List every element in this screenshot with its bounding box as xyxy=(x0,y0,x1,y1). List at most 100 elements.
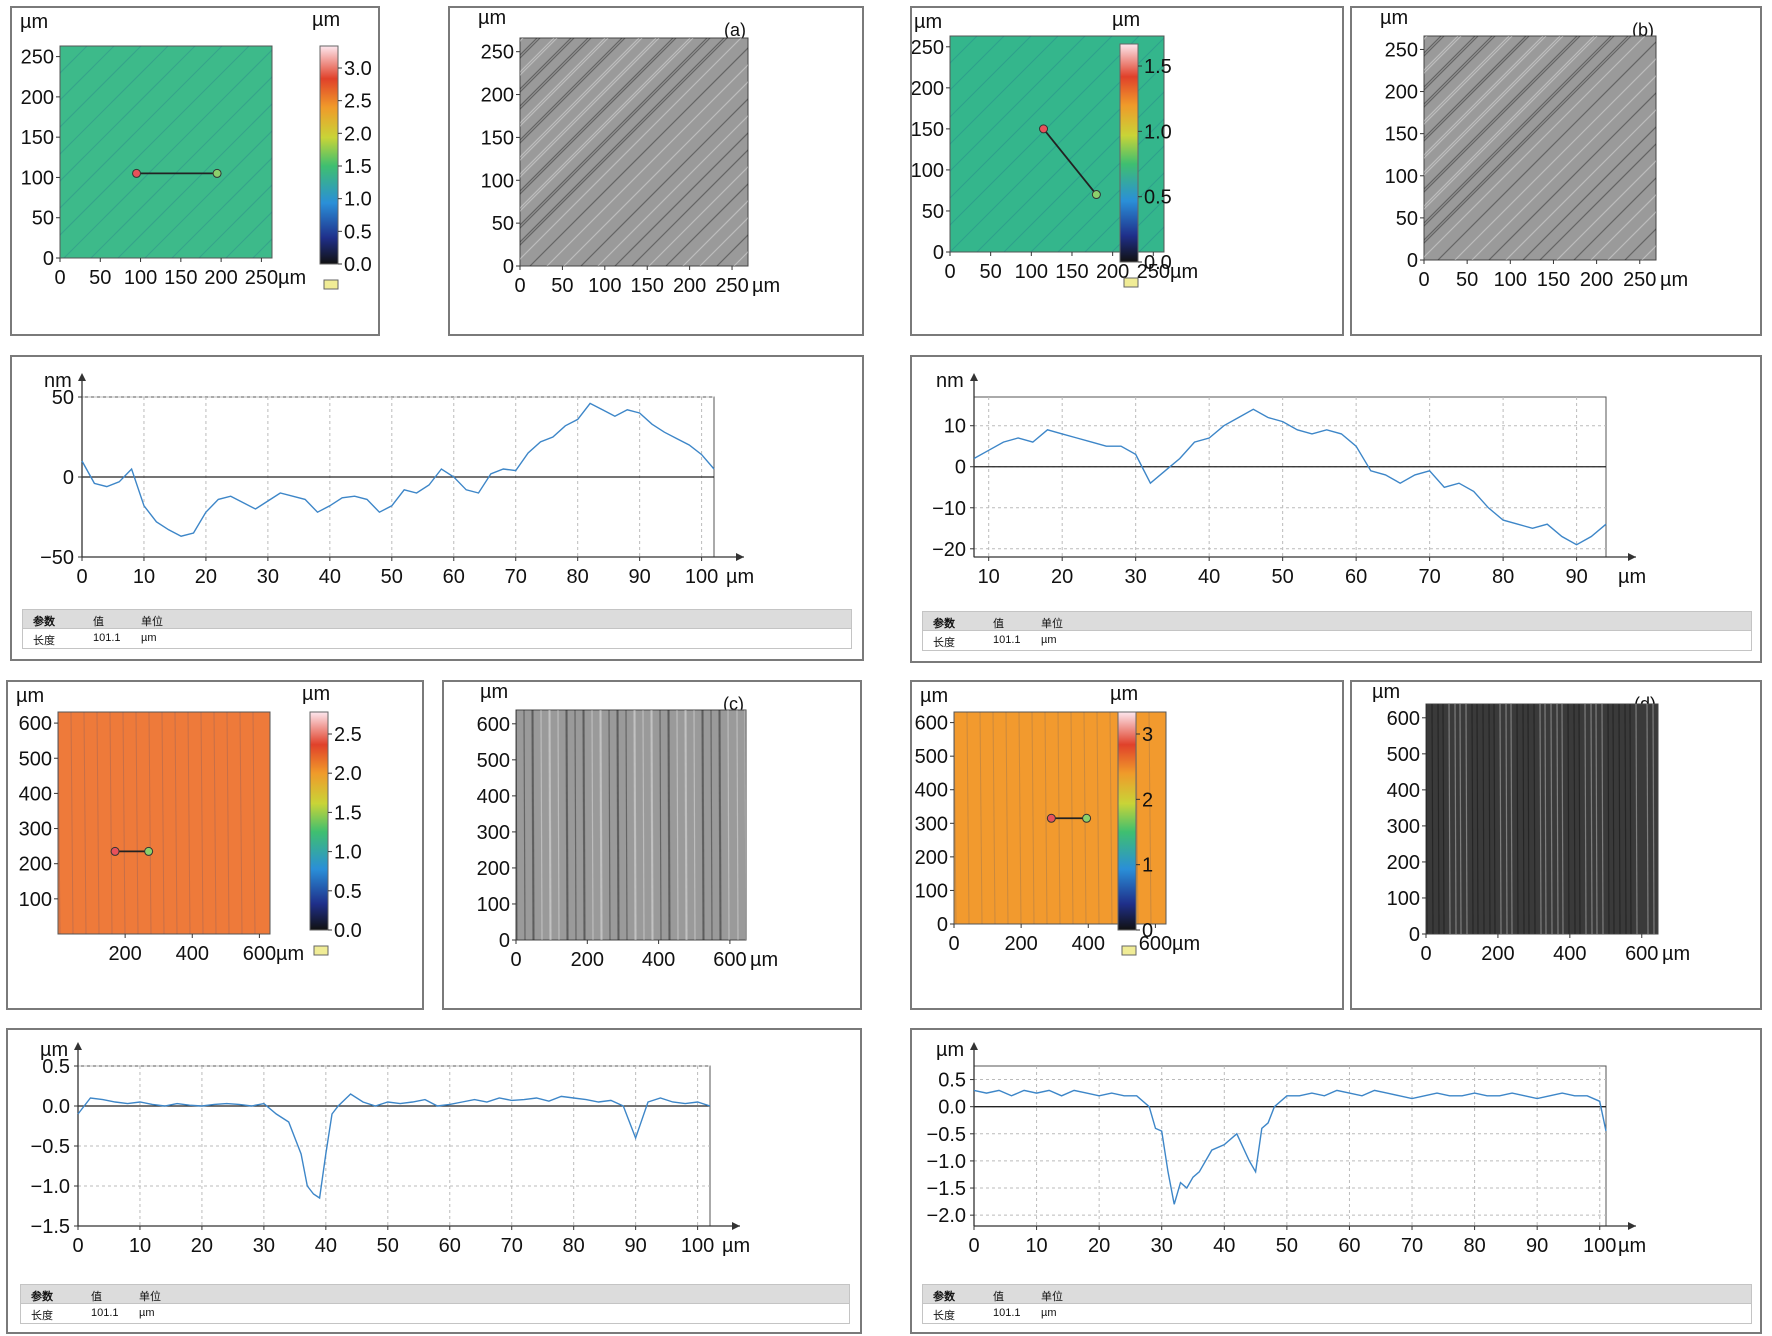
surface-texture-line xyxy=(736,710,739,940)
x-tick-label: 0 xyxy=(76,566,87,588)
x-tick-label: 70 xyxy=(505,566,527,588)
surface-texture-line xyxy=(693,710,696,940)
x-tick-label: 10 xyxy=(978,566,1000,588)
x-tick-label: 50 xyxy=(1272,566,1294,588)
surface-texture-line xyxy=(520,38,677,195)
surface-texture-line xyxy=(1556,704,1559,934)
x-unit-label: µm xyxy=(1660,269,1688,291)
surface-texture-line xyxy=(682,200,748,266)
profile-series-line xyxy=(77,1093,711,1200)
x-tick-label: 600 xyxy=(1625,943,1658,965)
x-tick-label: 70 xyxy=(501,1235,523,1257)
y-unit-label: µm xyxy=(914,11,942,33)
surface-texture-line xyxy=(591,710,594,940)
y-tick-label: 0 xyxy=(955,457,966,479)
profile-end-marker xyxy=(212,168,222,178)
colorbar-tick-label: 0.5 xyxy=(344,221,372,243)
plot-area xyxy=(77,1065,711,1227)
y-tick-label: 0.5 xyxy=(42,1056,70,1078)
x-tick-label: 150 xyxy=(164,267,197,289)
surface-texture-line xyxy=(1471,75,1656,260)
colorbar xyxy=(319,45,339,265)
y-tick-label: 0.5 xyxy=(938,1070,966,1092)
table-row: 长度 101.1 µm xyxy=(22,629,852,649)
surface-scratch xyxy=(90,76,272,258)
surface-texture-line xyxy=(633,710,636,940)
surface-texture-line xyxy=(1544,704,1547,934)
surface-scratch xyxy=(60,46,250,236)
x-tick-label: 50 xyxy=(377,1235,399,1257)
x-tick-label: 0 xyxy=(510,949,521,971)
y-tick-label: 500 xyxy=(1387,744,1420,766)
y-tick-label: 500 xyxy=(19,748,52,770)
y-tick-label: −1.5 xyxy=(31,1216,70,1238)
profile-line xyxy=(1042,128,1098,196)
surface-scratch xyxy=(1148,712,1152,924)
y-unit-label: µm xyxy=(480,682,508,703)
surface-texture-line xyxy=(1612,704,1615,934)
surface-scratch xyxy=(58,712,61,934)
y-tick-label: 300 xyxy=(915,813,948,835)
y-axis-arrow-icon xyxy=(78,373,86,381)
x-unit-label: µm xyxy=(1170,261,1198,283)
plot-area xyxy=(973,1065,1607,1227)
col-param: 参数 xyxy=(33,616,55,628)
surface-texture-line xyxy=(1424,36,1595,207)
surface-texture-line xyxy=(520,38,725,243)
panel-letter: (a) xyxy=(724,20,746,40)
surface-texture-line xyxy=(699,217,748,266)
surface-texture-line xyxy=(531,710,534,940)
surface-scratch xyxy=(213,712,217,934)
surface-texture-line xyxy=(1505,704,1508,934)
optical-image xyxy=(1423,35,1657,261)
surface-texture-line xyxy=(617,710,620,940)
surface-texture-line xyxy=(608,710,611,940)
y-tick-label: 10 xyxy=(944,416,966,438)
surface-texture-line xyxy=(516,710,518,940)
surface-texture-line xyxy=(659,710,662,940)
x-tick-label: 30 xyxy=(257,566,279,588)
surface-texture-line xyxy=(548,710,551,940)
surface-scratch xyxy=(1109,712,1113,924)
y-tick-label: 100 xyxy=(481,170,514,192)
x-tick-label: 50 xyxy=(89,267,111,289)
surface-scratch xyxy=(992,712,996,924)
colorbar-tick-label: 2.5 xyxy=(344,91,372,113)
surface-texture-line xyxy=(625,710,628,940)
x-tick-label: 50 xyxy=(1456,269,1478,291)
colorbar-tick-label: 0.5 xyxy=(1144,187,1172,209)
x-tick-label: 20 xyxy=(191,1235,213,1257)
surface-scratch xyxy=(1111,199,1164,252)
x-tick-label: 100 xyxy=(1015,261,1048,283)
surface-texture-line xyxy=(744,710,746,940)
surface-scratch xyxy=(161,712,165,934)
y-axis-arrow-icon xyxy=(970,1042,978,1050)
surface-texture-line xyxy=(650,710,653,940)
x-tick-label: 0 xyxy=(514,275,525,297)
y-tick-label: −0.5 xyxy=(927,1124,966,1146)
surface-texture-line xyxy=(1424,36,1615,227)
surface-texture-line xyxy=(1424,36,1513,125)
surface-texture-line xyxy=(1527,704,1530,934)
x-tick-label: 600 xyxy=(713,949,746,971)
x-tick-label: 40 xyxy=(315,1235,337,1257)
y-tick-label: 0 xyxy=(503,256,514,278)
surface-texture-line xyxy=(1424,36,1578,190)
surface-texture-line xyxy=(614,132,748,266)
x-tick-label: 0 xyxy=(948,933,959,955)
x-tick-label: 150 xyxy=(631,275,664,297)
x-tick-label: 200 xyxy=(108,943,141,965)
surface-texture-line xyxy=(634,710,637,940)
surface-scratch xyxy=(135,712,139,934)
surface-scratch xyxy=(1003,91,1164,252)
surface-texture-line xyxy=(520,38,674,192)
x-tick-label: 40 xyxy=(1198,566,1220,588)
y-tick-label: 0 xyxy=(63,467,74,489)
surface-texture-line xyxy=(1424,36,1496,108)
y-tick-label: 0 xyxy=(937,914,948,936)
y-tick-label: 400 xyxy=(1387,780,1420,802)
optical-image xyxy=(519,37,749,267)
x-tick-label: 150 xyxy=(1055,261,1088,283)
